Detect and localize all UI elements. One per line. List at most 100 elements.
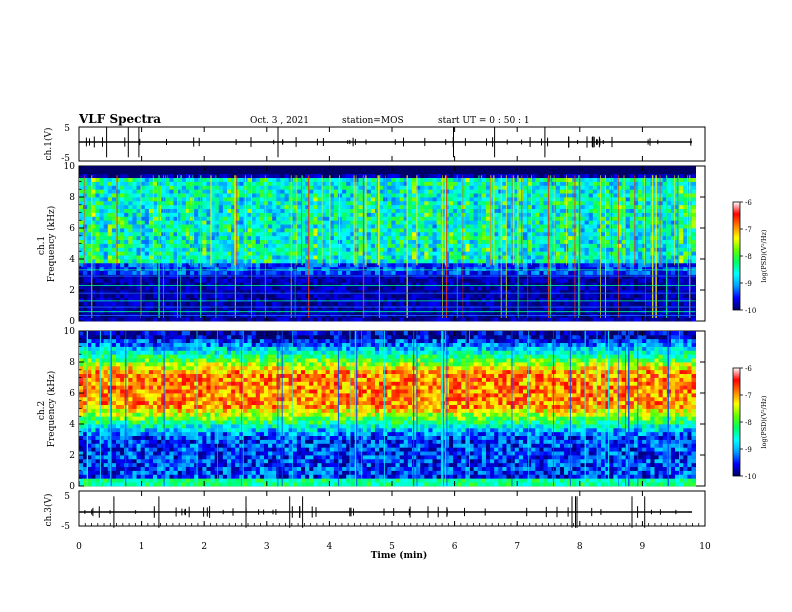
spectrogram-cell <box>280 286 285 291</box>
spectrogram-cell <box>453 204 458 210</box>
spectrogram-cell <box>555 224 561 229</box>
spectrogram-cell <box>395 262 401 268</box>
spectrogram-cell <box>210 216 216 221</box>
spectrogram-cell <box>99 290 105 295</box>
spectrogram-cell <box>403 247 409 252</box>
spectrogram-cell <box>436 212 442 217</box>
spectrogram-cell <box>457 200 462 206</box>
spectrogram-cell <box>259 181 265 186</box>
spectrogram-cell <box>313 270 318 275</box>
spectrogram-cell <box>506 235 512 241</box>
spectrogram-cell <box>428 247 433 252</box>
spectrogram-cell <box>407 317 413 322</box>
spectrogram-cell <box>568 166 573 171</box>
spectrogram-cell <box>99 243 105 248</box>
spectrogram-cell <box>140 212 146 217</box>
spectrogram-cell <box>140 270 146 275</box>
spectrogram-cell <box>555 216 561 221</box>
spectrogram-cell <box>128 317 133 322</box>
spectrogram-cell <box>181 200 187 206</box>
spectrogram-cell <box>580 181 586 186</box>
spectrogram-cell <box>185 278 191 283</box>
spectrogram-cell <box>185 290 191 295</box>
spectrogram-cell <box>457 189 462 194</box>
spectrogram-cell <box>239 228 244 233</box>
spectrogram-cell <box>99 239 105 244</box>
spectrogram-cell <box>231 185 236 190</box>
spectrogram-cell <box>321 305 327 310</box>
spectrogram-cell <box>329 286 335 291</box>
spectrogram-cell <box>502 212 507 217</box>
spectrogram-cell <box>272 216 277 221</box>
spectrogram-cell <box>453 274 458 279</box>
spectrogram-cell <box>580 293 586 299</box>
spectrogram-cell <box>148 274 154 279</box>
spectrogram-cell <box>99 177 105 182</box>
spectrogram-cell <box>403 274 409 279</box>
spectrogram-cell <box>432 243 438 248</box>
spectrogram-cell <box>543 166 549 171</box>
spectrogram-cell <box>502 255 507 260</box>
spectrogram-cell <box>453 173 458 179</box>
spectrogram-cell <box>87 293 92 299</box>
spectrogram-cell <box>473 212 479 217</box>
spectrogram-cell <box>309 290 314 295</box>
spectrogram-cell <box>99 193 105 198</box>
spectrogram-cell <box>148 212 154 217</box>
spectrogram-cell <box>568 286 573 291</box>
spectrogram-cell <box>247 189 253 194</box>
spectrogram-cell <box>148 235 154 241</box>
spectrogram-cell <box>239 305 244 310</box>
spectrogram-cell <box>358 278 364 283</box>
spectrogram-cell <box>428 181 433 186</box>
spectrogram-cell <box>477 166 483 171</box>
spectrogram-cell <box>79 224 84 229</box>
spectrogram-cell <box>518 216 524 221</box>
spectrogram-cell <box>564 301 569 306</box>
spectrogram-cell <box>276 197 281 202</box>
spectrogram-cell <box>465 317 470 322</box>
spectrogram-cell <box>152 259 158 264</box>
spectrogram-cell <box>305 274 310 279</box>
spectrogram-cell <box>280 243 285 248</box>
spectrogram-cell <box>403 212 409 217</box>
spectrogram-cell <box>411 297 417 303</box>
spectrogram-cell <box>251 317 257 322</box>
spectrogram-cell <box>222 266 228 272</box>
spectrogram-cell <box>235 247 240 252</box>
spectrogram-cell <box>317 305 322 310</box>
spectrogram-cell <box>543 189 549 194</box>
spectrogram-cell <box>144 216 150 221</box>
spectrogram-cell <box>469 243 475 248</box>
spectrogram-cell <box>366 169 372 175</box>
spectrogram-cell <box>485 235 491 241</box>
spectrogram-cell <box>535 259 540 264</box>
spectrogram-cell <box>280 200 285 206</box>
spectrogram-cell <box>91 293 96 299</box>
spectrogram-cell <box>420 293 425 299</box>
spectrogram-cell <box>226 235 232 241</box>
spectrogram-cell <box>120 216 125 221</box>
spectrogram-cell <box>485 282 491 287</box>
spectrogram-cell <box>99 278 105 283</box>
spectrogram-cell <box>411 274 417 279</box>
spectrogram-cell <box>399 286 405 291</box>
spectrogram-cell <box>107 297 113 303</box>
spectrogram-cell <box>136 239 142 244</box>
spectrogram-cell <box>510 185 516 190</box>
spectrogram-cell <box>428 301 433 306</box>
spectrogram-cell <box>416 293 421 299</box>
spectrogram-cell <box>239 247 244 252</box>
spectrogram-cell <box>144 204 150 210</box>
spectrogram-cell <box>120 181 125 186</box>
spectrogram-cell <box>420 247 425 252</box>
spectrogram-cell <box>111 208 117 213</box>
spectrogram-cell <box>107 282 113 287</box>
spectrogram-cell <box>346 220 351 225</box>
spectrogram-cell <box>284 282 290 287</box>
spectrogram-cell <box>313 297 318 303</box>
spectrogram-cell <box>251 212 257 217</box>
spectrogram-cell <box>222 181 228 186</box>
spectrogram-cell <box>165 270 170 275</box>
spectrogram-cell <box>103 181 109 186</box>
